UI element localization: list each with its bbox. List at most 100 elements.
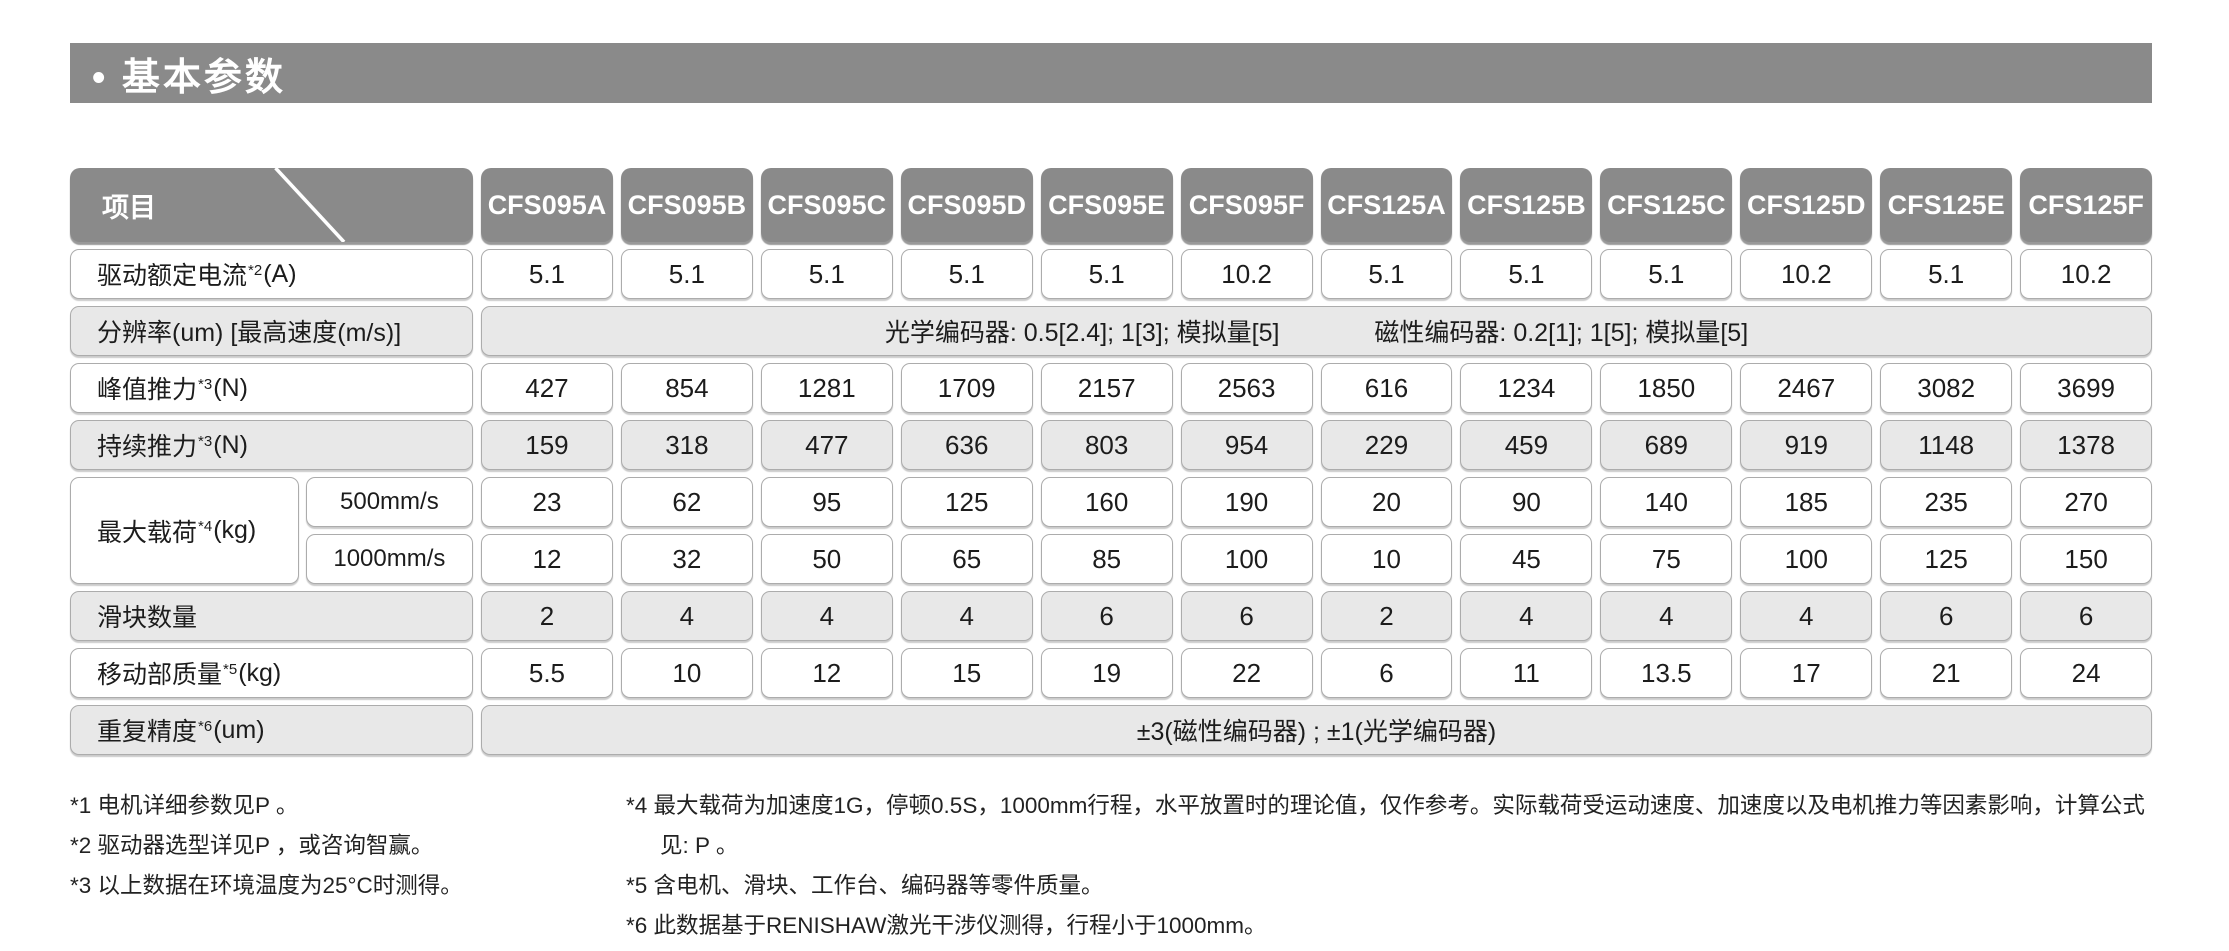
spec-value-cell: 4 <box>900 591 1033 641</box>
merged-value-cell: ±3(磁性编码器) ; ±1(光学编码器) <box>481 705 2152 755</box>
spec-value-cell: 20 <box>1320 477 1453 527</box>
spec-value-cell: 100 <box>1180 534 1313 584</box>
spec-value-cell: 159 <box>481 420 613 470</box>
column-header-cfs095d: CFS095D <box>900 168 1033 242</box>
spec-value-cell: 140 <box>1600 477 1733 527</box>
row-label: 移动部质量 *5 (kg) <box>70 648 473 698</box>
spec-value-cell: 689 <box>1600 420 1733 470</box>
footnote-item: *2 驱动器选型详见P ，或咨询智赢。 <box>70 833 434 859</box>
spec-value-cell: 954 <box>1180 420 1313 470</box>
merged-value-cell: 光学编码器: 0.5[2.4]; 1[3]; 模拟量[5] 磁性编码器: 0.2[… <box>481 306 2152 356</box>
spec-value-cell: 90 <box>1460 477 1593 527</box>
spec-value-cell: 125 <box>900 477 1033 527</box>
spec-value-cell: 1234 <box>1460 363 1593 413</box>
spec-value-cell: 459 <box>1460 420 1593 470</box>
spec-value-cell: 10 <box>620 648 753 698</box>
sub-label-column: 500mm/s 1000mm/s <box>305 477 473 584</box>
sub-label-cell: 500mm/s <box>305 477 473 527</box>
footnote-item: *1 电机详细参数见P 。 <box>70 793 299 818</box>
spec-value-cell: 62 <box>620 477 753 527</box>
spec-table: 项目 CFS095A CFS095B CFS095C CFS095D CFS095E CFS… <box>70 168 2153 755</box>
section-title: • 基本参数 <box>92 56 286 99</box>
spec-value-cell: 4 <box>1460 591 1593 641</box>
spec-value-cell: 854 <box>620 363 753 413</box>
row-label-unit: (kg) <box>238 658 282 687</box>
spec-value-cell: 2 <box>481 591 613 641</box>
table-subrow: 23 62 95 125 160 190 20 90 140 185 235 270 <box>481 477 2153 527</box>
merged-text: ±3(磁性编码器) ; ±1(光学编码器) <box>1136 718 1497 746</box>
footnote-marker: *3 <box>198 375 213 393</box>
footnote-marker: *5 <box>223 660 238 678</box>
spec-value-cell: 2157 <box>1040 363 1173 413</box>
spec-value-cell: 5.1 <box>760 249 893 299</box>
column-header-cfs125a: CFS125A <box>1320 168 1453 242</box>
row-label-text: 最大载荷 <box>97 518 198 547</box>
table-subrow: 12 32 50 65 85 100 10 45 75 100 125 150 <box>481 534 2153 584</box>
spec-value-cell: 95 <box>760 477 893 527</box>
column-header-cfs125d: CFS125D <box>1740 168 1873 242</box>
spec-value-cell: 5.1 <box>481 249 613 299</box>
spec-value-cell: 5.1 <box>1320 249 1453 299</box>
column-header-cfs125b: CFS125B <box>1460 168 1593 242</box>
spec-value-cell: 150 <box>2020 534 2153 584</box>
row-label: 滑块数量 <box>70 591 473 641</box>
spec-value-cell: 185 <box>1740 477 1873 527</box>
spec-value-cell: 5.1 <box>1460 249 1593 299</box>
row-label: 重复精度 *6 (um) <box>70 705 473 755</box>
table-row: 分辨率(um) [最高速度(m/s)] 光学编码器: 0.5[2.4]; 1[3]… <box>70 306 2152 356</box>
spec-value-cell: 5.1 <box>1040 249 1173 299</box>
corner-header-cell: 项目 <box>70 168 473 242</box>
table-row: 滑块数量 2 4 4 4 6 6 2 4 4 4 6 6 <box>70 591 2153 641</box>
spec-value-cell: 13.5 <box>1600 648 1733 698</box>
table-row: 最大载荷 *4 (kg) 500mm/s 1000mm/s 23 62 95 125 160 190… <box>70 477 2153 584</box>
row-label-text: 驱动额定电流 <box>97 262 248 290</box>
spec-value-cell: 427 <box>481 363 613 413</box>
spec-value-cell: 125 <box>1880 534 2013 584</box>
row-label: 分辨率(um) [最高速度(m/s)] <box>70 306 473 356</box>
spec-value-cell: 75 <box>1600 534 1733 584</box>
footnote-item: *3 以上数据在环境温度为25°C时测得。 <box>70 873 463 899</box>
row-label-text: 移动部质量 <box>97 661 223 689</box>
spec-value-cell: 10.2 <box>1740 249 1873 299</box>
spec-value-cell: 10.2 <box>2020 249 2153 299</box>
spec-value-cell: 5.1 <box>1880 249 2013 299</box>
column-header-cfs095f: CFS095F <box>1180 168 1313 242</box>
spec-value-cell: 12 <box>481 534 613 584</box>
spec-value-cell: 4 <box>1740 591 1873 641</box>
spec-value-cell: 100 <box>1740 534 1873 584</box>
spec-value-cell: 1709 <box>900 363 1033 413</box>
column-header-cfs095e: CFS095E <box>1040 168 1173 242</box>
column-header-cfs125c: CFS125C <box>1600 168 1733 242</box>
footnote-item: *4 最大载荷为加速度1G，停顿0.5S，1000mm行程，水平放置时的理论值，… <box>626 793 2145 859</box>
spec-value-cell: 6 <box>1040 591 1173 641</box>
sub-label-cell: 1000mm/s <box>305 534 473 584</box>
spec-value-cell: 32 <box>620 534 753 584</box>
spec-value-cell: 19 <box>1040 648 1173 698</box>
spec-value-cell: 3699 <box>2020 363 2153 413</box>
spec-value-cell: 190 <box>1180 477 1313 527</box>
spec-value-cell: 10 <box>1320 534 1453 584</box>
spec-value-cell: 1378 <box>2020 420 2153 470</box>
spec-value-cell: 50 <box>760 534 893 584</box>
dual-values-group: 23 62 95 125 160 190 20 90 140 185 235 270 12 32 50 65 8… <box>481 477 2153 584</box>
column-header-cfs125f: CFS125F <box>2020 168 2153 242</box>
row-label: 驱动额定电流 *2 (A) <box>70 249 473 299</box>
column-header-cfs095b: CFS095B <box>620 168 753 242</box>
spec-value-cell: 22 <box>1180 648 1313 698</box>
spec-value-cell: 919 <box>1740 420 1873 470</box>
spec-value-cell: 2 <box>1320 591 1453 641</box>
column-header-cfs125e: CFS125E <box>1880 168 2013 242</box>
spec-value-cell: 6 <box>1880 591 2013 641</box>
table-row: 重复精度 *6 (um) ±3(磁性编码器) ; ±1(光学编码器) <box>70 705 2152 755</box>
spec-value-cell: 616 <box>1320 363 1453 413</box>
spec-value-cell: 318 <box>620 420 753 470</box>
spec-value-cell: 23 <box>481 477 613 527</box>
spec-value-cell: 15 <box>900 648 1033 698</box>
spec-value-cell: 2467 <box>1740 363 1873 413</box>
spec-value-cell: 1148 <box>1880 420 2013 470</box>
merged-text: 磁性编码器: 0.2[1]; 1[5]; 模拟量[5] <box>1374 319 1749 347</box>
spec-value-cell: 6 <box>1180 591 1313 641</box>
merged-text: 光学编码器: 0.5[2.4]; 1[3]; 模拟量[5] <box>884 319 1280 347</box>
spec-value-cell: 24 <box>2020 648 2153 698</box>
